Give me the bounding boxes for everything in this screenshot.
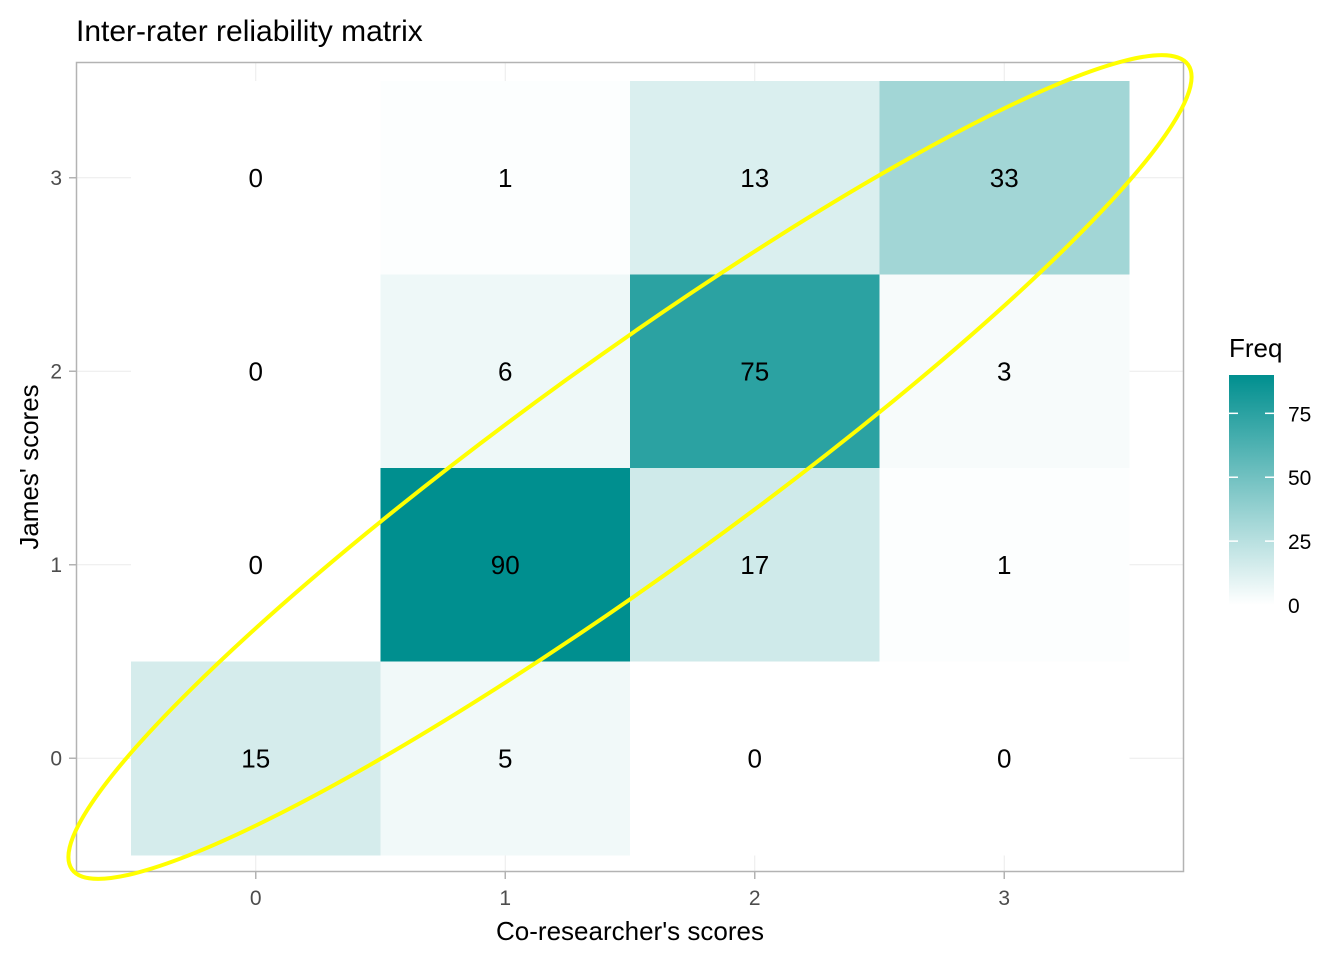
tile-value-label: 90	[491, 550, 520, 580]
diagonal-highlight-ellipse	[66, 53, 1194, 881]
legend-title: Freq	[1229, 333, 1282, 363]
tile-value-label: 0	[997, 743, 1011, 773]
heatmap-tile	[630, 468, 880, 662]
heatmap-tile	[879, 661, 1130, 856]
x-tick-label: 2	[749, 887, 761, 910]
x-tick-label: 3	[998, 887, 1010, 910]
tile-value-label: 0	[249, 163, 263, 193]
heatmap-tile	[380, 81, 631, 275]
x-tick-label: 1	[499, 887, 511, 910]
y-tick-label: 3	[50, 167, 62, 190]
tile-value-label: 5	[498, 743, 512, 773]
panel-border	[75, 61, 1185, 873]
x-axis-label: Co-researcher's scores	[496, 916, 764, 946]
legend-tick-label: 50	[1288, 467, 1311, 490]
tile-value-label: 0	[249, 356, 263, 386]
y-tick-label: 2	[50, 360, 62, 383]
tile-value-label: 17	[740, 550, 769, 580]
heatmap-tile	[630, 81, 880, 275]
tile-value-label: 0	[748, 743, 762, 773]
y-tick-label: 1	[50, 554, 62, 577]
tile-value-label: 75	[740, 356, 769, 386]
heatmap-tile	[879, 468, 1130, 662]
chart-title: Inter-rater reliability matrix	[76, 15, 423, 48]
x-tick-label: 0	[250, 887, 262, 910]
heatmap-tile	[380, 661, 631, 856]
tiles: 0 1 13 33 0 6 75 3 0 90 17 1 15 5 0 0	[131, 81, 1130, 856]
heatmap-tile	[380, 274, 631, 469]
tile-value-label: 3	[997, 356, 1011, 386]
axes: 0 1 2 3 0 1 2 3	[50, 167, 1010, 910]
legend-tick-label: 0	[1288, 595, 1300, 618]
y-tick-label: 0	[50, 747, 62, 770]
colorbar	[1229, 375, 1274, 605]
tile-value-label: 1	[997, 550, 1011, 580]
heatmap-tile	[131, 274, 381, 469]
tile-value-label: 13	[740, 163, 769, 193]
legend-tick-label: 75	[1288, 403, 1311, 426]
y-axis-label: James' scores	[14, 384, 44, 549]
heatmap-tile	[879, 81, 1130, 275]
tile-value-label: 15	[241, 743, 270, 773]
heatmap-tile	[131, 661, 381, 856]
heatmap-tile	[131, 81, 381, 275]
tile-value-label: 1	[498, 163, 512, 193]
heatmap-tile	[630, 661, 880, 856]
legend: Freq 0 25 50 75	[1229, 333, 1311, 618]
tile-value-label: 6	[498, 356, 512, 386]
legend-tick-label: 25	[1288, 531, 1311, 554]
tile-value-label: 0	[249, 550, 263, 580]
tile-value-label: 33	[990, 163, 1019, 193]
